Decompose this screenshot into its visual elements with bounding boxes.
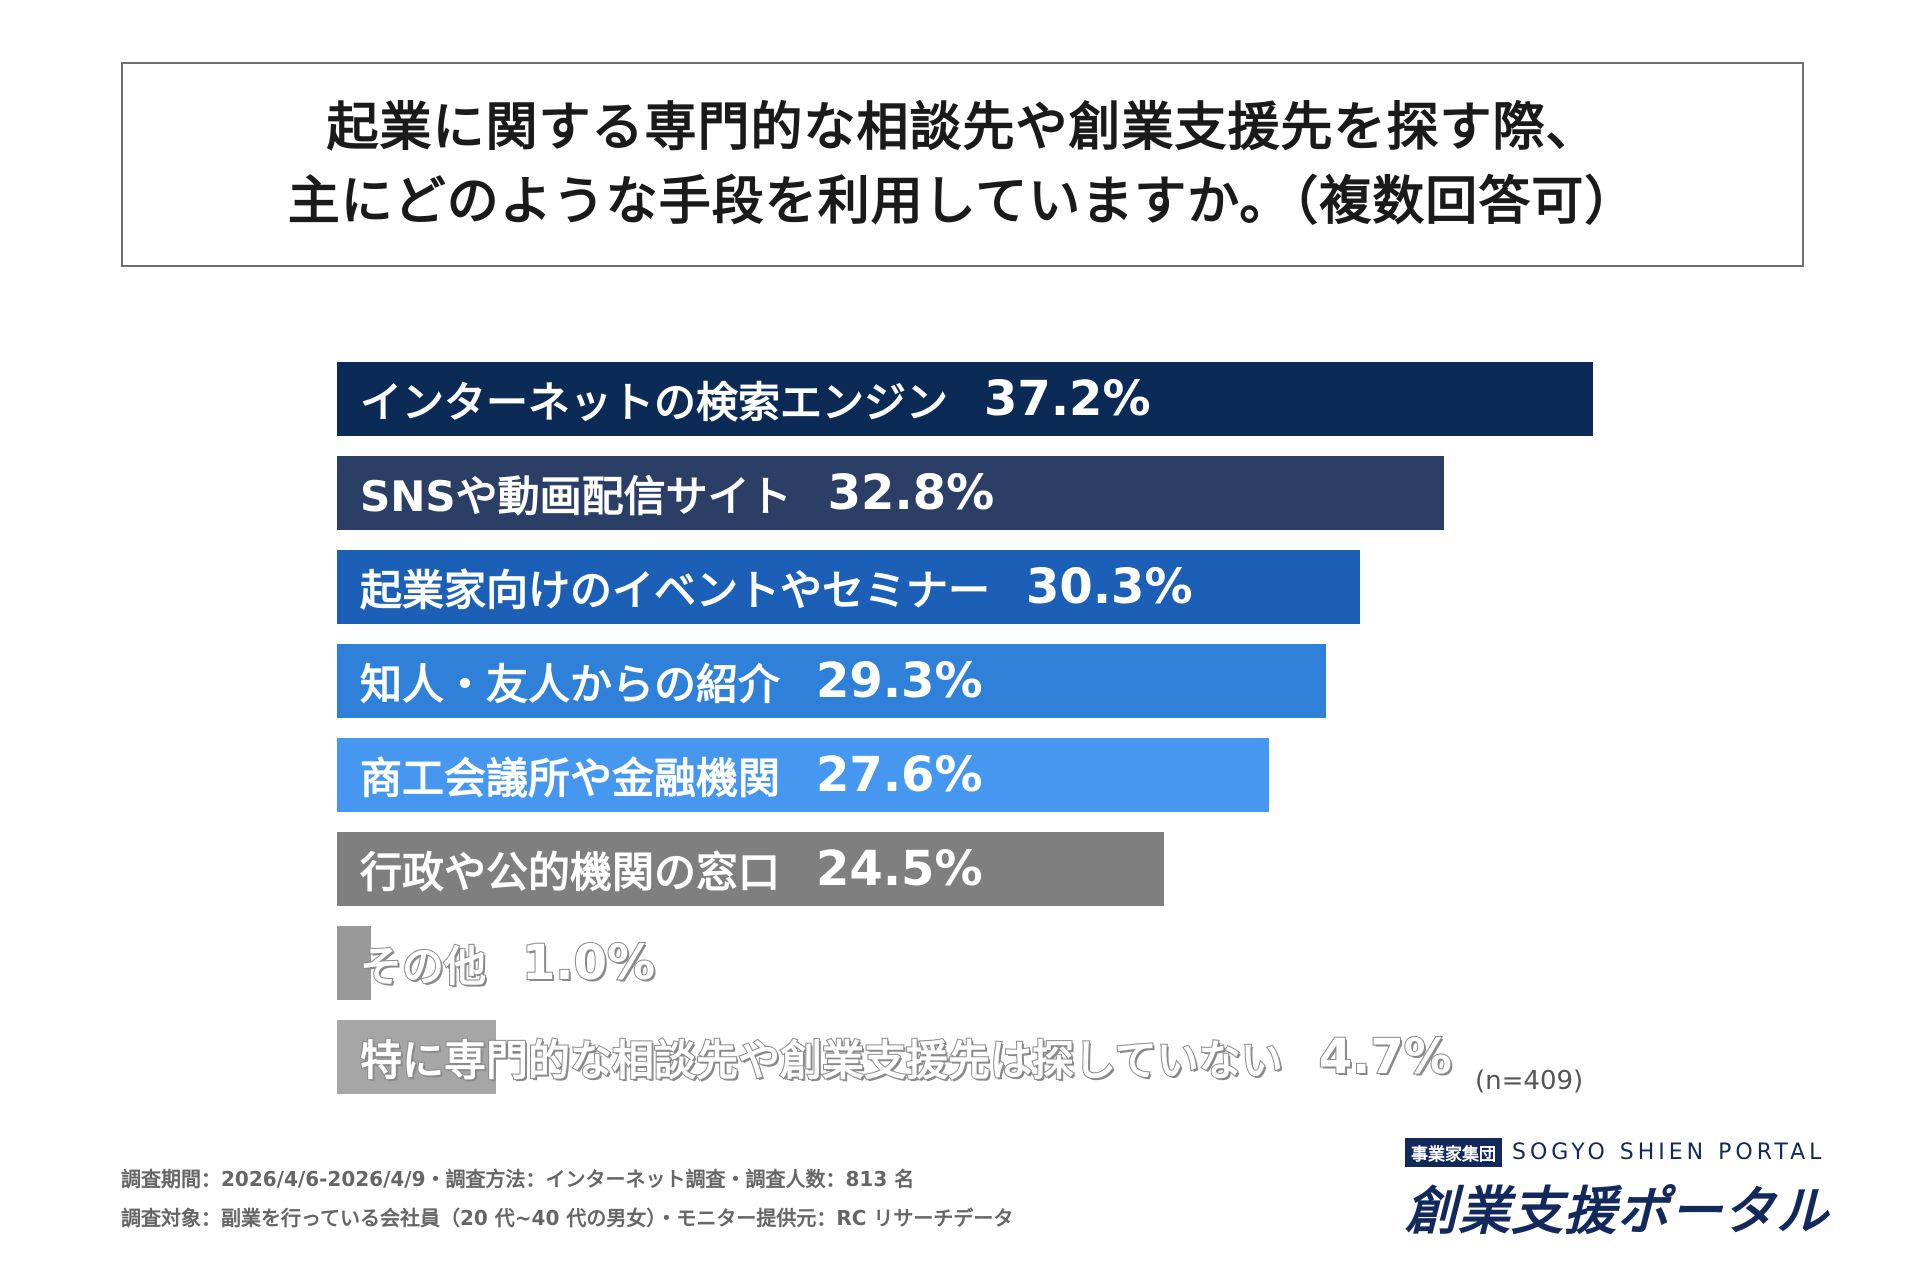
bar-label: 商工会議所や金融機関 27.6% — [360, 738, 983, 812]
category-label: 知人・友人からの紹介 — [360, 659, 781, 709]
bar-label: 起業家向けのイベントやセミナー 30.3% — [360, 550, 1193, 624]
bar — [337, 1020, 496, 1094]
value-label: 30.3% — [1026, 559, 1193, 615]
category-label: 特に専門的な相談先や創業支援先は探していない — [359, 1035, 1284, 1086]
value-label: 24.5% — [816, 841, 983, 897]
bar — [337, 738, 1269, 812]
category-label: 行政や公的機関の窓口 — [360, 847, 781, 897]
category-label: SNSや動画配信サイト — [360, 471, 792, 521]
value-label: 37.2% — [984, 371, 1151, 427]
bar — [337, 832, 1165, 906]
category-label: 商工会議所や金融機関 — [360, 753, 781, 803]
footer-survey-period: 調査期間：2026/4/6-2026/4/9・調査方法：インターネット調査・調査… — [121, 1167, 915, 1191]
bar-label: インターネットの検索エンジン 37.2% — [360, 362, 1151, 436]
footer-survey-target: 調査対象：副業を行っている会社員（20 代~40 代の男女）・モニター提供元：R… — [121, 1206, 1014, 1230]
logo: 事業家集団 SOGYO SHIEN PORTAL 創業支援ポータル — [1405, 1138, 1829, 1244]
category-label: その他 — [359, 941, 487, 992]
bar — [337, 926, 371, 1000]
chart-title-line1: 起業に関する専門的な相談先や創業支援先を探す際、 — [326, 97, 1599, 158]
logo-english: SOGYO SHIEN PORTAL — [1512, 1140, 1826, 1165]
value-label: 27.6% — [816, 747, 983, 803]
bar — [337, 644, 1327, 718]
bar — [337, 456, 1445, 530]
bar-label: 特に専門的な相談先や創業支援先は探していない 4.7% — [359, 1020, 1453, 1094]
bar-label: SNSや動画配信サイト 32.8% — [360, 456, 994, 530]
bar — [337, 550, 1361, 624]
bar — [337, 362, 1593, 436]
logo-japanese: 創業支援ポータル — [1405, 1182, 1830, 1242]
bar-label: 知人・友人からの紹介 29.3% — [360, 644, 983, 718]
sample-size-note: (n=409) — [1475, 1066, 1584, 1096]
bar-label: 行政や公的機関の窓口 24.5% — [360, 832, 983, 906]
bar-label: その他 1.0% — [359, 926, 656, 1000]
chart-title-line2: 主にどのような手段を利用していますか。（複数回答可） — [287, 171, 1638, 232]
value-label: 29.3% — [816, 653, 983, 709]
category-label: インターネットの検索エンジン — [360, 377, 949, 427]
category-label: 起業家向けのイベントやセミナー — [360, 565, 991, 615]
value-label: 4.7% — [1318, 1028, 1453, 1086]
logo-badge: 事業家集団 — [1405, 1138, 1502, 1167]
value-label: 1.0% — [521, 934, 656, 992]
value-label: 32.8% — [827, 465, 995, 521]
chart-title-box: 起業に関する専門的な相談先や創業支援先を探す際、 主にどのような手段を利用してい… — [121, 62, 1804, 267]
